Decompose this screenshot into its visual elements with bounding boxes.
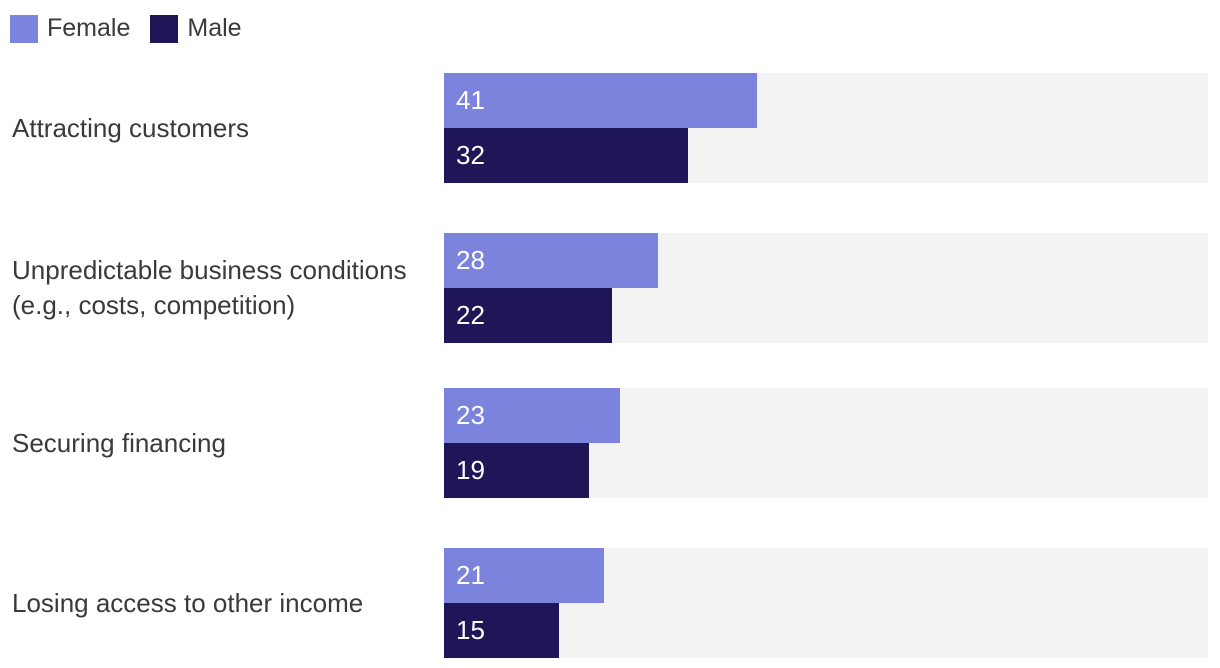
bar-value-label: 19 xyxy=(456,455,485,485)
bar-value-label: 22 xyxy=(456,300,485,330)
chart-row: Losing access to other income 21 15 xyxy=(0,548,1220,658)
bar: 23 xyxy=(444,388,620,443)
bar-value-label: 28 xyxy=(456,245,485,275)
bar-group: 28 22 xyxy=(444,233,1208,343)
bar-group: 41 32 xyxy=(444,73,1208,183)
bar-track: 15 xyxy=(444,603,1208,658)
bar-track: 41 xyxy=(444,73,1208,128)
bar-track: 23 xyxy=(444,388,1208,443)
legend-item: Female xyxy=(10,14,130,43)
bar-value-label: 21 xyxy=(456,560,485,590)
bar-track: 32 xyxy=(444,128,1208,183)
legend-swatch-icon xyxy=(10,14,38,43)
bar-value-label: 41 xyxy=(456,85,485,115)
bar-value-label: 32 xyxy=(456,140,485,170)
chart-row: Securing financing 23 19 xyxy=(0,388,1220,498)
chart-rows: Attracting customers 41 32 Unpredictable… xyxy=(0,73,1220,658)
bar: 21 xyxy=(444,548,605,603)
legend-item: Male xyxy=(150,14,242,43)
category-label: Unpredictable business conditions (e.g.,… xyxy=(12,255,407,320)
bar: 28 xyxy=(444,233,658,288)
bar-track: 22 xyxy=(444,288,1208,343)
bar-group: 23 19 xyxy=(444,388,1208,498)
legend-swatch-icon xyxy=(150,14,179,43)
chart-row: Attracting customers 41 32 xyxy=(0,73,1220,183)
category-label: Securing financing xyxy=(12,427,226,458)
legend-label: Female xyxy=(47,14,131,42)
bar: 15 xyxy=(444,603,559,658)
chart-row: Unpredictable business conditions (e.g.,… xyxy=(0,233,1220,343)
bar-track: 21 xyxy=(444,548,1208,603)
bar-group: 21 15 xyxy=(444,548,1208,658)
bar: 19 xyxy=(444,443,590,498)
bar-value-label: 23 xyxy=(456,400,485,430)
bar-value-label: 15 xyxy=(456,615,485,645)
bar: 22 xyxy=(444,288,613,343)
legend: Female Male xyxy=(0,0,1220,43)
category-label: Losing access to other income xyxy=(12,587,364,618)
bar: 32 xyxy=(444,128,689,183)
bar-track: 19 xyxy=(444,443,1208,498)
bar-track: 28 xyxy=(444,233,1208,288)
category-label: Attracting customers xyxy=(12,112,249,143)
bar: 41 xyxy=(444,73,758,128)
legend-label: Male xyxy=(187,14,242,42)
